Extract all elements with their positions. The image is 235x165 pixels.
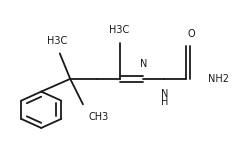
Text: H: H [161,97,168,107]
Text: CH3: CH3 [89,112,109,122]
Text: NH2: NH2 [208,74,229,84]
Text: N: N [140,59,147,69]
Text: H3C: H3C [47,36,68,46]
Text: N: N [161,89,168,99]
Text: H3C: H3C [109,25,129,35]
Text: O: O [187,29,195,39]
